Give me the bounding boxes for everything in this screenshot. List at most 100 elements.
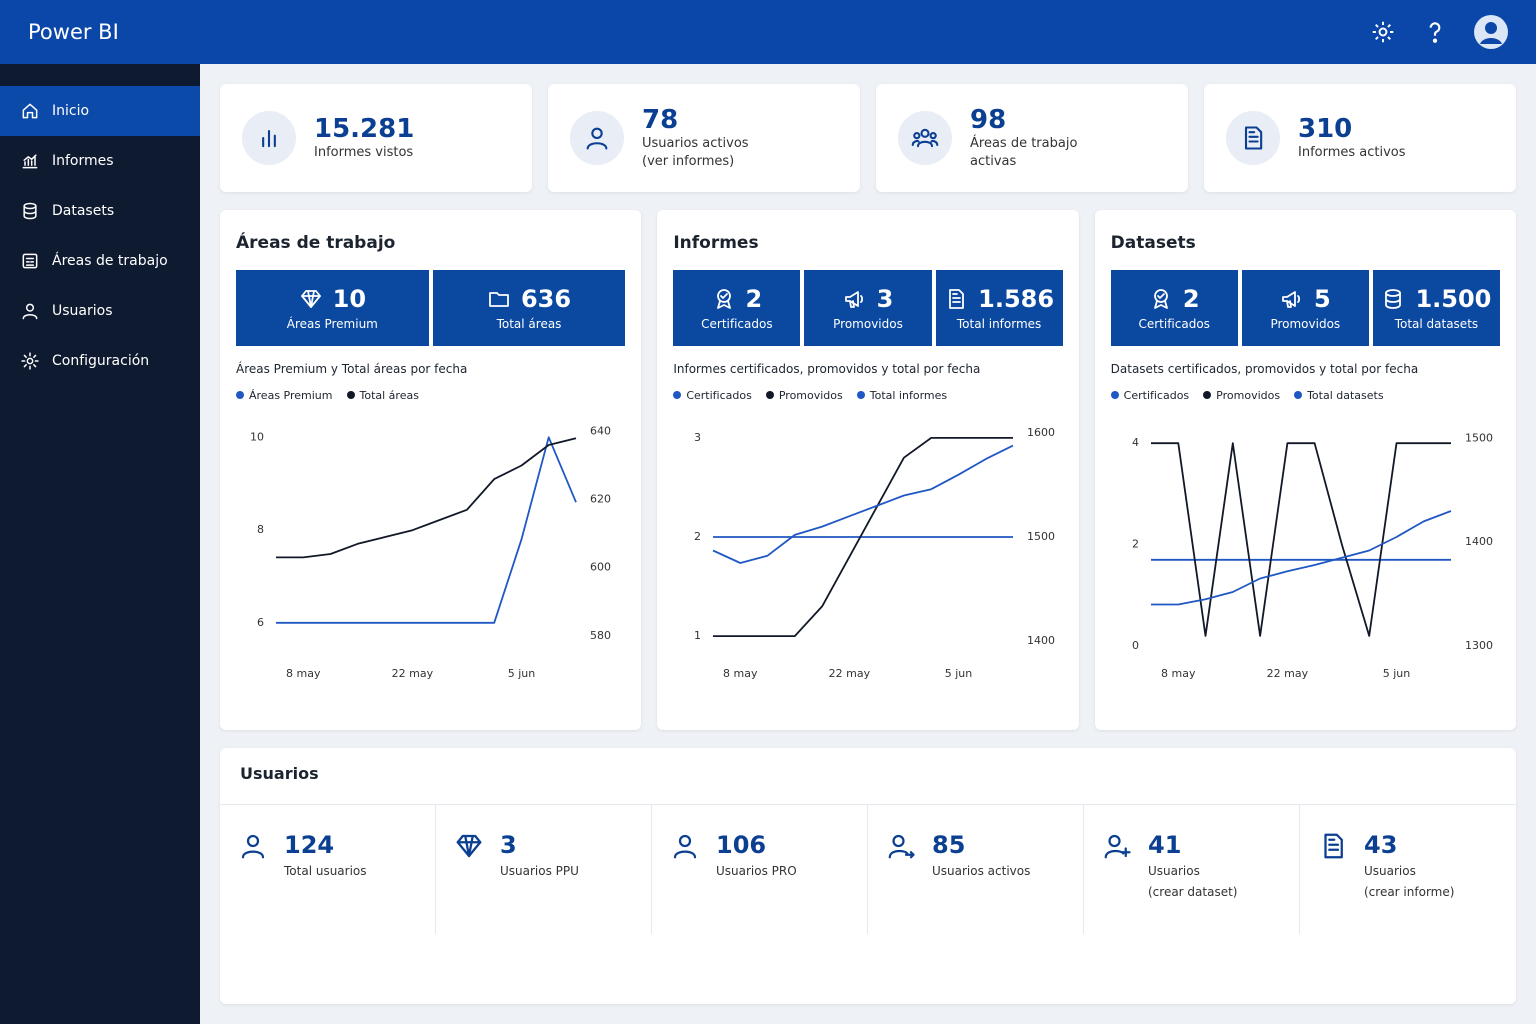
settings-button[interactable] — [1370, 19, 1396, 45]
icon-shape — [888, 849, 915, 859]
legend-label: Certificados — [686, 388, 752, 402]
legend-item: Total áreas — [346, 388, 419, 402]
legend-item: Certificados — [1110, 389, 1189, 402]
legend-label: Promovidos — [1216, 388, 1281, 402]
line-chart: 6 8 10 580 600 620 640 8 may 22 may 5 jun — [250, 424, 611, 680]
tile-top: 1.586 — [944, 285, 1054, 313]
nav-item[interactable]: Usuarios — [0, 286, 200, 336]
icon-shape — [716, 293, 731, 309]
kpi-text: 98 Áreas de trabajo activas — [970, 105, 1077, 171]
section-title: Usuarios — [240, 764, 319, 783]
y2-tick-label: 1600 — [1027, 426, 1055, 439]
x-tick-label: 22 may — [1266, 667, 1308, 680]
kpi-value: 310 — [1298, 114, 1353, 144]
icon-shape — [262, 129, 276, 148]
user-metric-label: (crear dataset) — [1148, 885, 1238, 899]
user-metric-label: Usuarios activos — [932, 864, 1031, 878]
header: Power BI — [0, 0, 1536, 64]
icon-badge — [570, 111, 624, 165]
x-tick-label: 5 jun — [1382, 667, 1410, 680]
icon-shape — [489, 292, 509, 307]
tile-label: Áreas Premium — [286, 317, 378, 331]
user-metric-value: 43 — [1364, 831, 1398, 859]
icon-shape — [300, 290, 321, 308]
icon-shape — [23, 205, 37, 220]
icon — [716, 289, 731, 309]
user-metric-label: Usuarios PRO — [716, 864, 797, 878]
help-button[interactable] — [1422, 19, 1448, 45]
tile-label: Promovidos — [1270, 317, 1341, 331]
tile-label: Total áreas — [496, 317, 562, 331]
legend-label: Áreas Premium — [249, 388, 333, 402]
y2-tick-label: 1300 — [1465, 639, 1493, 652]
legend-label: Total áreas — [359, 388, 419, 402]
x-tick-label: 8 may — [286, 667, 321, 680]
panel-row: Áreas de trabajo 10 Áreas Premium 636 Total … — [220, 210, 1516, 730]
header-actions — [1370, 15, 1508, 49]
y-tick-label: 2 — [1132, 538, 1139, 551]
metric-tile: 10 Áreas Premium — [236, 270, 429, 346]
nav-item[interactable]: Datasets — [0, 186, 200, 236]
nav-item[interactable]: Configuración — [0, 336, 200, 386]
legend-swatch — [1294, 391, 1303, 399]
icon-shape — [300, 290, 321, 308]
x-tick-label: 5 jun — [508, 667, 536, 680]
icon-shape — [1385, 289, 1402, 297]
legend-swatch — [673, 391, 682, 399]
metric-tile: 5 Promovidos — [1241, 270, 1369, 346]
icon — [22, 154, 38, 169]
nav-item[interactable]: Inicio — [0, 86, 200, 136]
panel: Informes 2 Certificados 3 Promovidos 1.586 Tot… — [657, 210, 1079, 730]
chart-title: Informes certificados, promovidos y tota… — [673, 362, 981, 376]
tile-value: 2 — [1182, 285, 1200, 313]
icon — [300, 290, 321, 308]
nav-label: Áreas de trabajo — [52, 253, 168, 269]
x-tick-label: 22 may — [392, 667, 434, 680]
icon-shape — [1372, 21, 1394, 43]
user-metric: 106 Usuarios PRO — [652, 805, 868, 934]
metric-tile: 636 Total áreas — [432, 270, 626, 346]
tile-row: 2 Certificados 5 Promovidos 1.500 Total datas… — [1110, 270, 1500, 346]
icon — [1104, 834, 1131, 859]
panel: Áreas de trabajo 10 Áreas Premium 636 Total … — [220, 210, 642, 730]
panel-title: Áreas de trabajo — [236, 233, 396, 253]
panel: Datasets 2 Certificados 5 Promovidos 1.500 Tot… — [1094, 210, 1516, 730]
tile-top: 5 — [1280, 285, 1331, 313]
user-metric: 124 Total usuarios — [220, 805, 436, 934]
tile-row: 2 Certificados 3 Promovidos 1.586 Total infor… — [673, 270, 1063, 346]
icon-shape — [241, 850, 265, 859]
tile-value: 1.500 — [1415, 285, 1492, 313]
sidebar: Inicio Informes Datasets Áreas de trabajo Us… — [0, 64, 200, 1024]
legend-swatch — [1110, 391, 1119, 399]
icon — [22, 253, 38, 269]
kpi-value: 98 — [970, 105, 1007, 135]
x-tick-label: 5 jun — [945, 667, 973, 680]
kpi-value: 15.281 — [314, 114, 415, 144]
icon-shape — [591, 127, 603, 140]
user-avatar[interactable] — [1474, 15, 1508, 49]
y2-tick-label: 620 — [590, 493, 611, 506]
icon-shape — [848, 295, 863, 308]
nav-item[interactable]: Áreas de trabajo — [0, 236, 200, 286]
legend-label: Total informes — [869, 388, 948, 402]
icon-shape — [1244, 126, 1263, 150]
tile-value: 1.586 — [978, 285, 1055, 313]
metric-tile: 2 Certificados — [673, 270, 801, 346]
kpi-row: 15.281 Informes vistos 78 Usuarios activos (… — [220, 84, 1516, 192]
tile-label: Certificados — [701, 317, 773, 331]
tile-value: 636 — [520, 285, 572, 313]
tile-top: 2 — [712, 285, 762, 313]
icon-badge — [242, 111, 296, 165]
tile-row: 10 Áreas Premium 636 Total áreas — [236, 270, 626, 346]
icon-shape — [1104, 847, 1131, 859]
nav-item[interactable]: Informes — [0, 136, 200, 186]
icon-shape — [1324, 833, 1343, 859]
kpi-card: 310 Informes activos — [1204, 84, 1516, 192]
legend-item: Certificados — [673, 389, 752, 402]
nav-label: Usuarios — [52, 303, 113, 319]
icon-badge — [1226, 111, 1280, 165]
icon-shape — [25, 257, 35, 266]
x-tick-label: 22 may — [829, 667, 871, 680]
tile-top: 1.500 — [1381, 285, 1491, 313]
kpi-label: Áreas de trabajo — [970, 136, 1078, 151]
